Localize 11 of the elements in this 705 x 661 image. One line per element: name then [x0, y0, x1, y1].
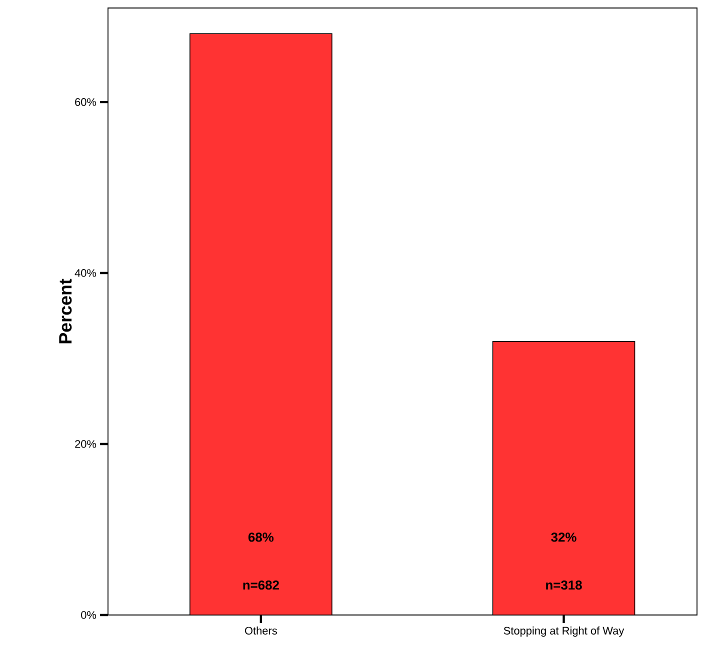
x-tick-label: Others: [245, 626, 277, 635]
y-tick-label: 20%: [75, 440, 96, 448]
y-tick-label: 40%: [74, 269, 96, 277]
y-axis-title: Percent: [59, 278, 72, 344]
y-tick-label: 60%: [75, 98, 96, 106]
annotation: n=318: [546, 580, 582, 590]
data-label: 32%: [551, 532, 576, 542]
y-tick-label: 0%: [81, 611, 96, 619]
x-tick-label: Stopping at Right of Way: [504, 626, 624, 637]
data-label: 68%: [248, 532, 274, 542]
annotation: n=682: [243, 580, 279, 590]
